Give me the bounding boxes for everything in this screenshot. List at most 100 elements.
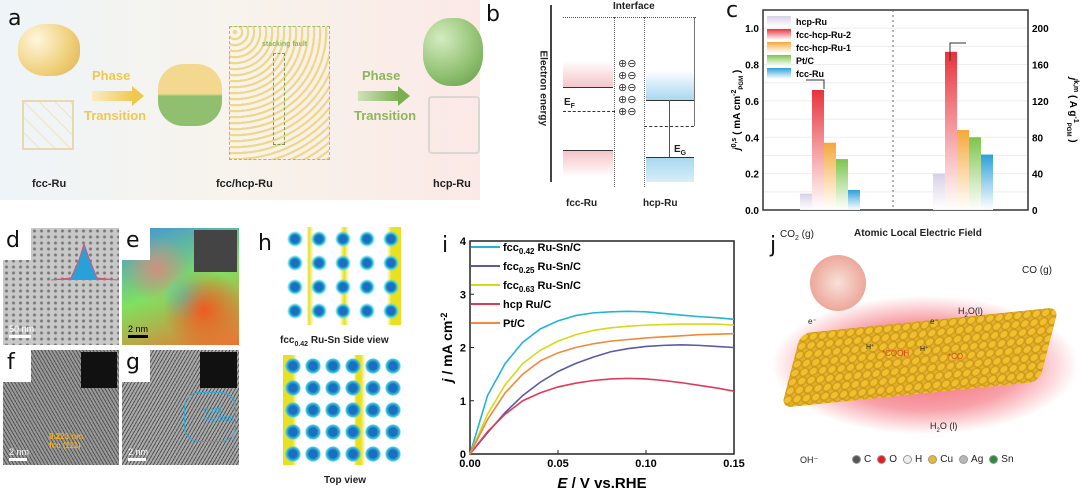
stacking-fault-label: stacking fault: [262, 41, 308, 48]
name-post: Ru-Sn/C: [534, 280, 580, 292]
fcc-unit-cell: [22, 100, 74, 150]
legend-swatch: [767, 42, 791, 53]
plus-charge: ⊕: [618, 70, 628, 82]
fcc-cluster: [18, 24, 80, 76]
series-line-3: [469, 377, 735, 455]
hcp-band-edge: [646, 100, 694, 101]
plus-charge: ⊕: [618, 58, 628, 70]
label-main: j: [1067, 75, 1078, 80]
eg-subscript: G: [680, 150, 687, 157]
y-tick-label: 4: [460, 236, 467, 248]
fft-inset: [81, 352, 117, 388]
panel-label: a: [8, 6, 22, 31]
bar-fcc-hcp-ru-2: [812, 90, 824, 210]
fcc-band-upper: [563, 60, 613, 88]
caption-subscript: 0.42: [294, 341, 309, 348]
y-axis-label: Electron energy: [537, 50, 549, 127]
ef-label: EF: [564, 97, 575, 110]
plus-charge: ⊕: [618, 106, 628, 118]
scale-bar: [128, 335, 148, 338]
proton-label: H⁺: [920, 346, 929, 353]
lattice-annotation: 0.235 hcp (002): [204, 408, 234, 424]
d-spacing: 0.235: [204, 408, 222, 415]
h2o-phase: O (l): [939, 421, 958, 431]
atom-legend: C O H Cu Ag Sn: [852, 454, 1014, 465]
name-pre: fcc: [503, 280, 519, 292]
panel-label: i: [442, 233, 449, 258]
panel-label: j: [770, 233, 777, 258]
minus-charge: ⊖: [627, 106, 637, 118]
x-tick-label: 0.15: [723, 458, 744, 470]
label-sup2: -2: [731, 89, 738, 95]
label-rest: ( mA cm: [732, 96, 743, 138]
work-function-arrow: [694, 17, 695, 126]
panel-b-band-diagram: b Interface Electron energy EF ⊕⊖ ⊕⊖ ⊕⊖ …: [480, 0, 730, 225]
y-axis-title: j / mA cm-2: [440, 313, 455, 385]
panel-label: d: [6, 228, 20, 253]
name-pre: fcc: [503, 242, 519, 254]
co2-phase: (g): [798, 229, 814, 240]
legend-label: fcc0.25 Ru-Sn/C: [503, 261, 581, 275]
hcp-unit-cell: [428, 96, 480, 154]
atom-swatch: [928, 455, 938, 464]
h2o-bottom-label: H2O (l): [930, 421, 957, 434]
legend-label: Pt/C: [503, 318, 525, 330]
panel-c-bar-chart: c 0.0 0.2 0.4 0.6 0.8 1.0 0 40 80 120 160 200 hcp-Ru…: [726, 0, 1080, 225]
scale-label: 2 nm: [9, 447, 30, 457]
y-tick-label: 0: [460, 449, 466, 461]
plus-charge: ⊕: [618, 94, 628, 106]
legend-swatch: [767, 16, 791, 27]
interface-line-right: [644, 17, 645, 187]
left-tick-label: 0.6: [745, 97, 759, 108]
scale-bar: [9, 458, 27, 461]
legend-label: Ag: [971, 454, 984, 465]
bar-fcc-hcp-ru-1: [824, 142, 836, 210]
panel-g-hrtem-image: g 0.235 hcp (002) 2 nm: [122, 350, 239, 465]
y-tick-label: 1: [460, 396, 466, 408]
bar-fcc-hcp-ru-2: [945, 51, 957, 211]
legend-item: O: [877, 454, 897, 465]
h2o-text: H: [958, 306, 965, 316]
top-view-image: [283, 355, 401, 465]
fcc-hcp-cluster: [158, 64, 222, 126]
fcc-band-edge: [563, 87, 613, 88]
panel-label: g: [126, 350, 140, 375]
fft-inset: [200, 352, 237, 388]
name-post: Ru-Sn/C: [534, 261, 580, 273]
caption-hcp-ru: hcp-Ru: [433, 178, 471, 190]
atom-swatch: [852, 455, 861, 464]
scale-bar: [9, 335, 31, 338]
hcp-band-upper: [646, 70, 694, 100]
bar-pt-c: [836, 159, 848, 210]
x-tick-label: 0.00: [459, 458, 480, 470]
panel-label: b: [486, 2, 500, 27]
right-tick-label: 40: [1032, 170, 1044, 181]
atom-swatch: [877, 455, 887, 464]
legend-label: hcp Ru/C: [503, 299, 551, 311]
size-distribution-histogram: [51, 242, 117, 281]
legend-swatch: [767, 29, 791, 40]
series-line-0: [469, 310, 735, 455]
label-sup: k,m: [1072, 80, 1079, 92]
top-view-caption: Top view: [324, 475, 367, 486]
left-tick-label: 0.2: [745, 170, 759, 181]
x-tick-label: 0.10: [635, 458, 656, 470]
panel-d-tem-image: d 50 nm: [3, 228, 119, 345]
panel-e-hrtem-map: e 2 nm: [122, 228, 239, 345]
right-tick-label: 200: [1032, 24, 1049, 35]
left-tick-label: 1.0: [745, 24, 759, 35]
label-end: ): [1067, 136, 1078, 142]
xlabel-rest: / V vs.RHE: [567, 475, 646, 492]
legend-label: O: [889, 454, 898, 465]
legend-item: H: [903, 454, 922, 465]
charge-layer: ⊕⊖ ⊕⊖ ⊕⊖ ⊕⊖ ⊕⊖: [618, 58, 642, 118]
cooh-intermediate-label: *COOH: [882, 349, 910, 358]
hcp-region-outline: [184, 392, 236, 442]
h2o-top-label: H2O(l): [958, 306, 983, 319]
stacking-fault-inner-box: [273, 53, 285, 145]
co-intermediate-label: *CO: [948, 352, 964, 361]
label-sup: 0,s: [731, 138, 738, 148]
panel-label: c: [726, 0, 739, 23]
proton-label: H⁺: [866, 344, 875, 351]
label-rest: ( A g: [1067, 92, 1078, 116]
